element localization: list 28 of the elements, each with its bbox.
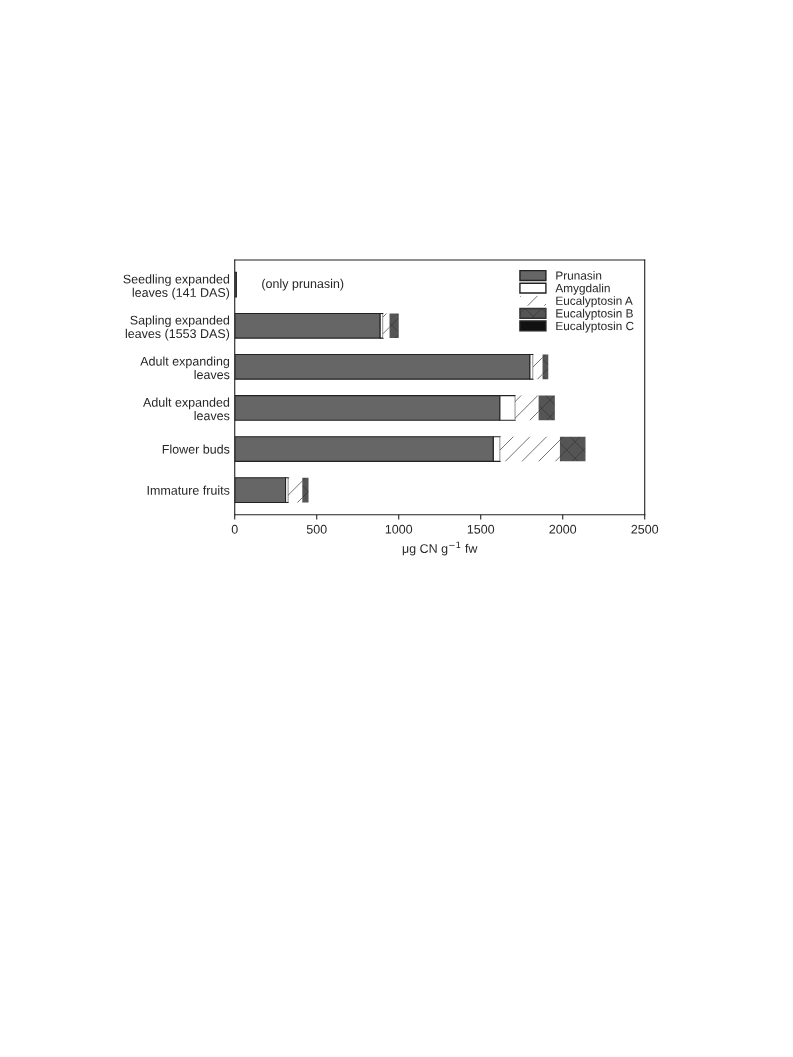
bar [288, 477, 303, 503]
y-tick-label: Adult expanded leaves [143, 397, 230, 421]
x-tick-label: 2000 [549, 524, 577, 534]
bar [559, 436, 586, 462]
bar [383, 313, 390, 339]
bar [389, 313, 399, 339]
bar [533, 354, 543, 380]
bar [538, 395, 555, 421]
legend-label: Eucalyptosin C [556, 321, 634, 333]
x-tick-label: 2500 [631, 524, 659, 534]
bar [500, 436, 560, 462]
x-axis-title: μg CN g$^{−1}$ fw [402, 541, 478, 556]
bar [515, 395, 539, 421]
y-tick-label: Immature fruits [147, 485, 230, 495]
legend-label: Eucalyptosin B [556, 308, 633, 320]
x-tick-label: 1000 [385, 524, 413, 534]
annotation: (only prunasin) [262, 278, 344, 291]
legend-label: Prunasin [556, 271, 602, 280]
y-tick-label: Adult expanding leaves [140, 356, 230, 380]
y-tick-label: Sapling expanded leaves (1553 DAS) [125, 315, 230, 341]
y-tick-label: Flower buds [162, 444, 230, 454]
legend-label: Amygdalin [555, 283, 610, 295]
x-tick-label: 0 [231, 524, 238, 534]
legend-label: Eucalyptosin A [556, 296, 633, 308]
x-tick-label: 500 [306, 524, 327, 534]
x-tick-label: 1500 [467, 524, 495, 534]
y-tick-label: Seedling expanded leaves (141 DAS) [123, 274, 230, 300]
bar [302, 477, 309, 503]
